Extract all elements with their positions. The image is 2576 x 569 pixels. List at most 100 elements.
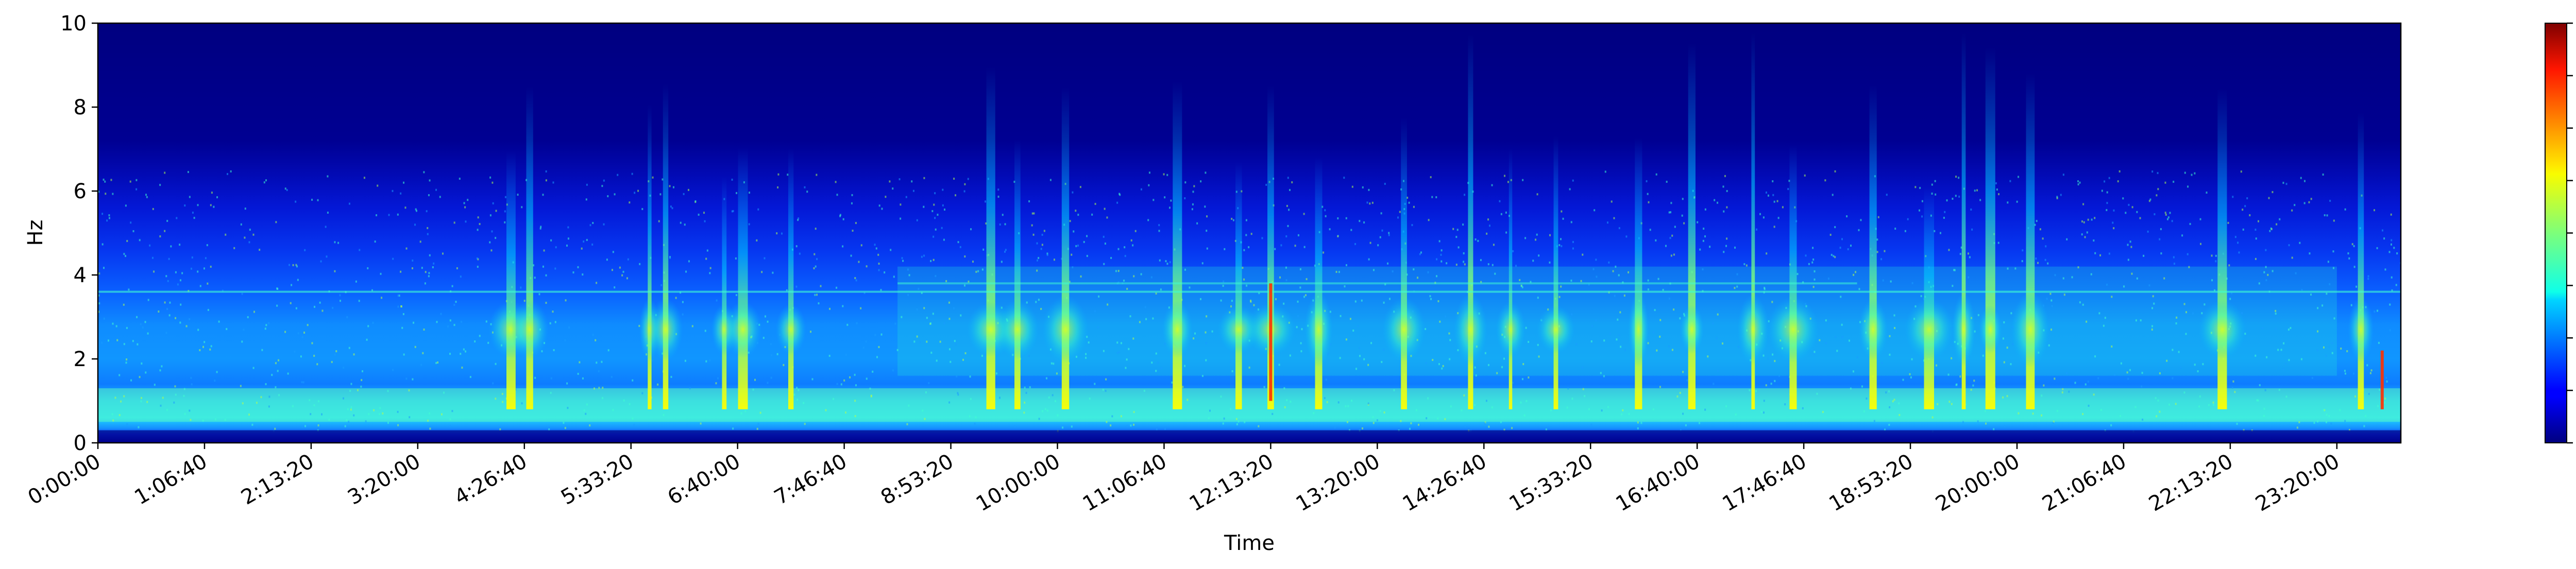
noise-speckle: [1420, 251, 1422, 254]
noise-speckle: [1487, 364, 1489, 366]
noise-speckle: [135, 179, 138, 181]
noise-speckle: [2211, 254, 2213, 257]
noise-speckle: [343, 366, 345, 369]
noise-speckle: [1072, 191, 1074, 194]
noise-speckle: [553, 349, 555, 351]
noise-speckle: [144, 321, 146, 323]
noise-speckle: [2068, 390, 2070, 393]
noise-speckle: [2300, 177, 2302, 179]
noise-speckle: [1977, 420, 1979, 423]
noise-speckle: [545, 274, 547, 277]
noise-speckle: [955, 343, 957, 346]
noise-speckle: [854, 277, 856, 280]
noise-speckle: [1223, 417, 1225, 420]
noise-speckle: [1885, 391, 1887, 394]
noise-speckle: [1561, 210, 1563, 213]
noise-speckle: [2234, 391, 2236, 393]
noise-speckle: [1931, 183, 1933, 186]
noise-speckle: [2175, 403, 2177, 405]
noise-speckle: [948, 401, 951, 404]
noise-speckle: [1525, 326, 1527, 329]
noise-speckle: [1438, 363, 1440, 366]
noise-speckle: [918, 288, 920, 290]
noise-speckle: [533, 264, 535, 267]
noise-speckle: [671, 207, 673, 210]
noise-speckle: [875, 247, 877, 250]
noise-speckle: [1354, 243, 1357, 245]
noise-speckle: [2386, 380, 2388, 383]
noise-speckle: [1435, 275, 1437, 278]
noise-speckle: [806, 191, 808, 193]
noise-speckle: [435, 188, 437, 191]
noise-speckle: [612, 409, 614, 411]
noise-speckle: [1477, 239, 1479, 242]
noise-speckle: [1303, 246, 1306, 248]
noise-speckle: [2258, 282, 2260, 285]
noise-speckle: [405, 377, 408, 380]
noise-speckle: [2056, 196, 2058, 198]
noise-speckle: [843, 379, 845, 382]
noise-speckle: [397, 305, 399, 308]
noise-speckle: [1522, 179, 1524, 181]
noise-speckle: [479, 335, 481, 337]
noise-speckle: [1953, 269, 1955, 271]
noise-speckle: [437, 361, 439, 364]
noise-speckle: [1024, 386, 1026, 389]
noise-speckle: [1088, 341, 1090, 344]
noise-speckle: [2180, 366, 2182, 369]
noise-speckle: [846, 323, 849, 326]
noise-speckle: [2280, 349, 2282, 351]
noise-speckle: [278, 359, 280, 361]
noise-speckle: [353, 414, 355, 417]
noise-speckle: [2353, 266, 2355, 268]
noise-speckle: [2051, 305, 2053, 307]
transient-blob: [2011, 292, 2049, 367]
noise-speckle: [334, 353, 336, 356]
noise-speckle: [2347, 252, 2349, 255]
noise-speckle: [2114, 373, 2116, 376]
noise-speckle: [1379, 236, 1381, 238]
noise-speckle: [1646, 180, 1648, 182]
noise-speckle: [1863, 410, 1865, 412]
noise-speckle: [1714, 199, 1716, 201]
noise-speckle: [607, 349, 609, 352]
noise-speckle: [1205, 171, 1207, 174]
noise-speckle: [798, 389, 800, 391]
noise-speckle: [256, 425, 258, 428]
noise-speckle: [1411, 224, 1413, 227]
x-tick-label: 8:53:20: [877, 450, 958, 510]
noise-speckle: [2071, 276, 2073, 279]
noise-speckle: [1532, 260, 1534, 262]
noise-speckle: [2365, 415, 2367, 417]
noise-speckle: [433, 262, 435, 265]
noise-speckle: [2231, 292, 2233, 295]
noise-speckle: [1381, 361, 1383, 364]
noise-speckle: [1368, 258, 1370, 261]
noise-speckle: [2183, 391, 2185, 394]
noise-speckle: [1640, 422, 1642, 424]
noise-speckle: [439, 196, 441, 198]
noise-speckle: [1133, 411, 1135, 413]
noise-speckle: [818, 302, 820, 305]
noise-speckle: [197, 329, 199, 331]
noise-speckle: [2086, 320, 2088, 323]
noise-speckle: [1952, 285, 1954, 287]
noise-speckle: [1005, 249, 1007, 251]
noise-speckle: [933, 235, 935, 238]
noise-speckle: [1749, 389, 1751, 391]
colorbar-ticks: +0 dB-10 dB-20 dB-30 dB-40 dB-50 dB-60 d…: [2567, 22, 2573, 444]
noise-speckle: [1089, 398, 1091, 400]
noise-speckle: [1572, 179, 1574, 182]
noise-speckle: [492, 202, 494, 204]
noise-speckle: [2311, 377, 2313, 380]
noise-speckle: [2348, 428, 2350, 431]
noise-speckle: [1834, 170, 1836, 173]
noise-speckle: [1676, 395, 1679, 398]
noise-speckle: [943, 322, 945, 324]
noise-speckle: [179, 321, 181, 324]
noise-speckle: [2272, 270, 2274, 272]
noise-speckle: [1852, 370, 1854, 373]
noise-speckle: [317, 199, 319, 201]
x-axis-label: Time: [1224, 531, 1275, 555]
noise-speckle: [1892, 400, 1894, 403]
